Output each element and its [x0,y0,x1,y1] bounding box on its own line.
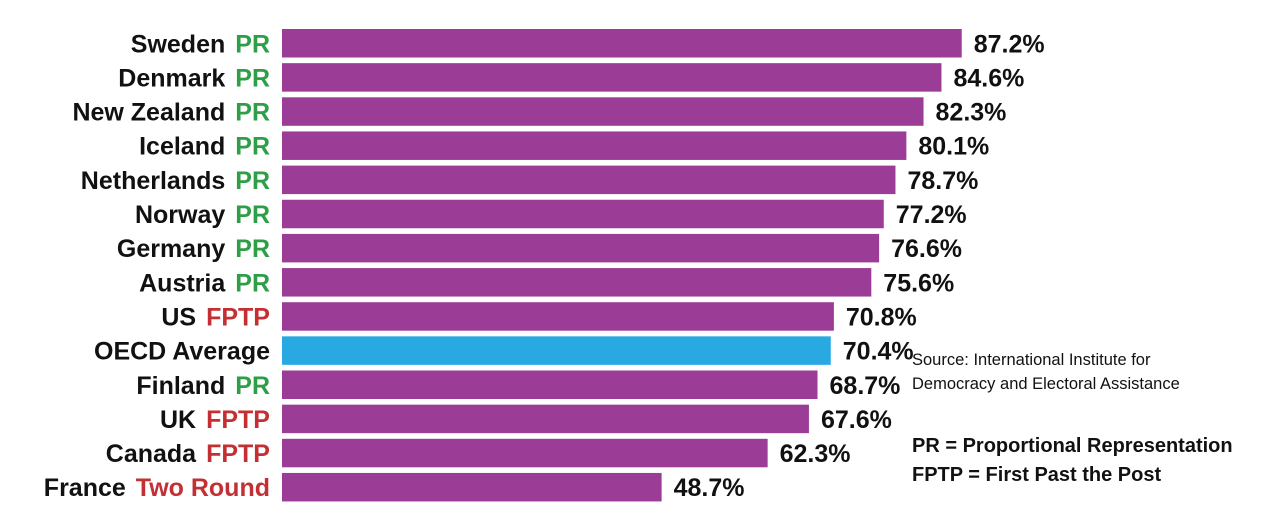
source-note: Source: International Institute for Demo… [912,348,1252,396]
category-label-denmark: Denmark PR [118,64,270,92]
bar-france [282,472,662,502]
value-label-new-zealand: 82.3% [936,99,1007,127]
value-label-sweden: 87.2% [974,30,1045,58]
value-label-france: 48.7% [674,474,745,502]
bar-norway [282,199,884,229]
value-label-austria: 75.6% [883,269,954,297]
category-label-sweden: Sweden PR [131,30,270,58]
category-label-netherlands: Netherlands PR [81,167,270,195]
value-label-uk: 67.6% [821,406,892,434]
country-name: UK [160,406,196,434]
category-label-canada: Canada FPTP [106,440,270,468]
abbreviation-legend: PR = Proportional Representation FPTP = … [912,432,1233,490]
country-name: Norway [135,201,225,229]
category-label-oecd-average: OECD Average [94,338,270,366]
value-label-canada: 62.3% [780,440,851,468]
country-name: Sweden [131,30,225,58]
electoral-system-label: Two Round [136,474,270,502]
value-label-germany: 76.6% [891,235,962,263]
electoral-system-label: PR [235,167,270,195]
country-name: Austria [139,269,226,297]
category-label-iceland: Iceland PR [139,133,270,161]
value-label-iceland: 80.1% [918,133,989,161]
category-label-us: US FPTP [161,303,270,331]
electoral-system-label: PR [235,64,270,92]
country-name: US [161,303,196,331]
category-label-new-zealand: New Zealand PR [72,99,270,127]
country-name: Canada [106,440,197,468]
bar-denmark [282,63,942,92]
value-label-norway: 77.2% [896,201,967,229]
electoral-system-label: FPTP [206,440,270,468]
electoral-system-label: FPTP [206,406,270,434]
value-label-oecd-average: 70.4% [843,338,914,366]
legend-pr: PR = Proportional Representation [912,435,1233,457]
electoral-system-label: FPTP [206,303,270,331]
electoral-system-label: PR [235,372,270,400]
category-label-uk: UK FPTP [160,406,270,434]
bar-iceland [282,131,907,160]
country-name: Iceland [139,133,225,161]
value-label-us: 70.8% [846,303,917,331]
electoral-system-label: PR [235,269,270,297]
category-label-austria: Austria PR [139,269,270,297]
country-name: New Zealand [72,99,225,127]
bar-us [282,302,834,331]
country-name: France [44,474,126,502]
bar-new-zealand [282,97,924,126]
bar-netherlands [282,165,896,195]
value-label-denmark: 84.6% [953,64,1024,92]
country-name: OECD Average [94,338,270,366]
category-label-france: France Two Round [44,474,270,502]
electoral-system-label: PR [235,133,270,161]
bar-canada [282,438,768,468]
bar-uk [282,404,809,434]
electoral-system-label: PR [235,235,270,263]
electoral-system-label: PR [235,99,270,127]
value-label-netherlands: 78.7% [907,167,978,195]
category-label-germany: Germany PR [117,235,270,263]
source-line-2: Democracy and Electoral Assistance [912,375,1180,393]
category-label-norway: Norway PR [135,201,270,229]
bar-austria [282,268,872,297]
legend-fptp: FPTP = First Past the Post [912,464,1162,486]
value-label-finland: 68.7% [830,372,901,400]
bar-sweden [282,29,962,58]
category-label-finland: Finland PR [136,372,270,400]
country-name: Finland [136,372,225,400]
country-name: Germany [117,235,225,263]
electoral-system-label: PR [235,30,270,58]
source-line-1: Source: International Institute for [912,351,1151,369]
bar-oecd-average [282,336,831,365]
bar-finland [282,370,818,399]
bar-germany [282,233,880,263]
country-name: Denmark [118,64,225,92]
country-name: Netherlands [81,167,225,195]
electoral-system-label: PR [235,201,270,229]
